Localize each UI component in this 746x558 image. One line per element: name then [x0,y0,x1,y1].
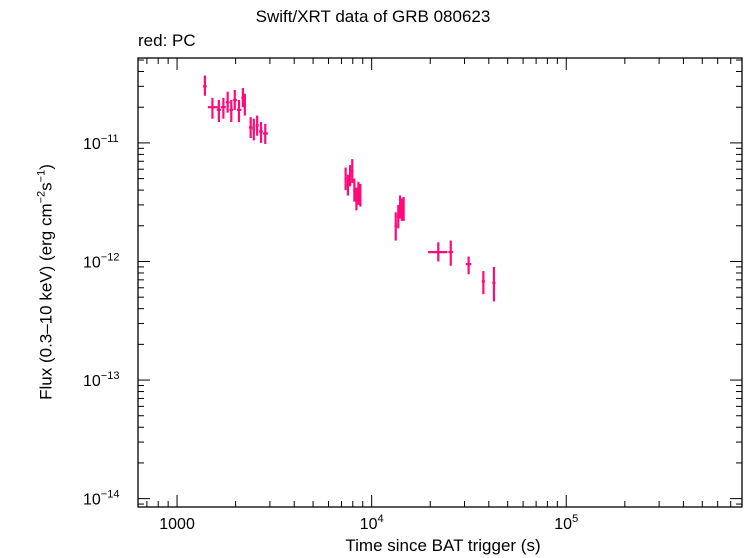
data-point [349,165,352,187]
data-point [355,187,358,211]
y-axis-label-part: Flux (0.3–10 keV) (erg cm [36,203,56,400]
data-point [400,198,403,221]
data-point [394,212,398,241]
data-point [262,123,268,144]
data-point [255,115,259,136]
data-point [207,97,218,119]
data-points [203,75,496,302]
y-tick-label: 10−11 [83,133,119,153]
data-point [203,75,207,96]
x-axis-label: Time since BAT trigger (s) [345,536,541,555]
data-point [344,167,347,191]
data-point [402,196,405,221]
y-tick-label: 10−14 [83,489,119,509]
x-tick-label: 1000 [159,516,195,533]
axes: 1000 104 105 10−14 10−13 10−12 10−11 [83,57,743,533]
y-axis-label-sup: −2 [35,190,48,204]
y-axis-label-part: s [36,182,56,191]
y-axis-label-part: ) [36,164,56,170]
y-tick-label: 10−13 [83,370,119,390]
data-point [465,256,472,275]
data-point [259,122,263,143]
data-point [353,178,356,202]
x-tick-label: 104 [360,513,384,533]
chart-subtitle: red: PC [138,31,196,50]
data-point [357,181,360,205]
data-point [359,184,362,207]
data-point [428,242,448,262]
data-point [346,174,350,196]
data-point [233,89,237,110]
x-tick-label: 105 [554,513,578,533]
data-point [351,159,354,183]
data-point [220,97,226,119]
y-tick-label: 10−12 [83,251,119,271]
plot-frame [137,57,743,508]
y-axis-label: Flux (0.3–10 keV) (erg cm−2s−1) [36,164,57,400]
data-point [243,93,246,116]
data-point [448,240,454,266]
chart-title: Swift/XRT data of GRB 080623 [255,7,491,26]
data-point [225,91,230,113]
data-point [492,266,496,302]
data-point [216,100,221,123]
data-point [398,195,402,219]
data-point [248,117,253,138]
data-point [229,100,234,123]
data-point [481,271,485,295]
data-point [236,100,242,123]
y-axis-label-sup: −1 [35,169,48,183]
data-point [252,118,256,141]
